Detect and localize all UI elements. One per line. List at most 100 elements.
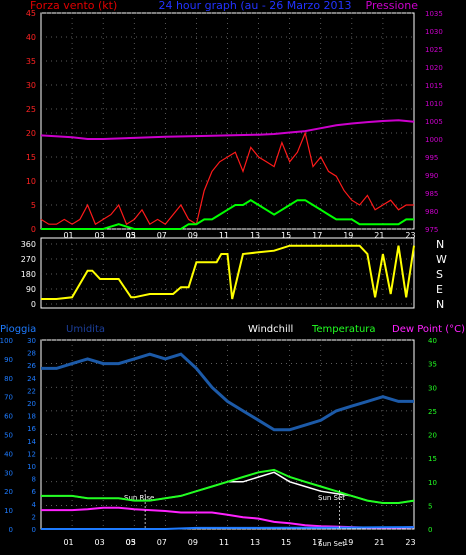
rain-y-tick: 60 (4, 413, 13, 421)
wind-x-tick: 23 (405, 231, 415, 240)
wind-x-tick: 13 (250, 231, 260, 240)
windchill-header: Windchill (248, 324, 293, 335)
humidity-y-tick: 16 (27, 425, 36, 433)
temp-y-tick: 20 (428, 432, 437, 440)
wind-x-tick: 17 (312, 231, 322, 240)
pressure-line (40, 119, 415, 140)
wind-x-tick: 21 (374, 231, 384, 240)
rain-y-tick: 90 (4, 356, 13, 364)
humidity-y-tick: 10 (27, 463, 36, 471)
dir-compass-tick: E (436, 283, 443, 296)
wind-x-tick: 03 (95, 231, 105, 240)
wind-y-tick: 25 (26, 105, 36, 114)
dir-y-tick: 270 (21, 255, 36, 264)
dir-y-tick: 90 (26, 285, 36, 294)
pressure-y-tick: 1005 (425, 118, 443, 126)
sunset-label-bottom: Sun Set (318, 540, 345, 548)
humidity-y-tick: 24 (27, 375, 36, 383)
rain-y-tick: 100 (0, 337, 13, 345)
rain-y-tick: 40 (4, 450, 13, 458)
dir-y-tick: 360 (21, 240, 36, 249)
temp-x-tick: 05 (126, 538, 136, 547)
pressure-y-tick: 1010 (425, 100, 443, 108)
dir-y-tick: 0 (31, 300, 36, 309)
wind-avg-line (41, 199, 414, 230)
temp-x-tick: 21 (374, 538, 384, 547)
temp-y-tick: 25 (428, 408, 437, 416)
pressure-y-tick: 1030 (425, 28, 443, 36)
humidity-y-tick: 12 (27, 450, 36, 458)
pressure-y-tick: 980 (425, 208, 438, 216)
pressure-y-tick: 1000 (425, 136, 443, 144)
temp-x-tick: 01 (63, 538, 73, 547)
wind-x-tick: 19 (343, 231, 353, 240)
rain-line (41, 526, 415, 530)
temp-x-tick: 19 (343, 538, 353, 547)
wind-x-tick: 05 (126, 231, 136, 240)
wind-y-tick: 35 (26, 57, 36, 66)
rain-y-tick: 0 (9, 526, 13, 534)
temp-x-tick: 07 (157, 538, 167, 547)
pressure-header: Pressione (366, 0, 419, 12)
temp-y-tick: 40 (428, 337, 437, 345)
wind-y-tick: 10 (26, 177, 36, 186)
humidity-y-tick: 2 (32, 513, 36, 521)
sunset-label: Sun Set (318, 494, 345, 502)
temp-x-tick: 03 (95, 538, 105, 547)
pressure-y-tick: 985 (425, 190, 438, 198)
pressure-y-tick: 975 (425, 226, 438, 234)
wind-header: Forza vento (kt) (30, 0, 117, 12)
temperature-header: Temperatura (311, 324, 376, 335)
sunrise-label: Sun Rise (124, 494, 154, 502)
chart-title: 24 hour graph (au - 26 Marzo 2013 (158, 0, 351, 12)
humidity-y-tick: 8 (32, 476, 36, 484)
wind-y-tick: 5 (31, 201, 36, 210)
temp-x-tick: 13 (250, 538, 260, 547)
rain-y-tick: 10 (4, 507, 13, 515)
dir-compass-tick: N (436, 298, 444, 311)
temp-x-tick: 03 (126, 538, 136, 547)
wind-y-tick: 30 (26, 81, 36, 90)
pressure-y-tick: 1015 (425, 82, 443, 90)
pressure-y-tick: 995 (425, 154, 438, 162)
humidity-y-tick: 28 (27, 350, 36, 358)
dir-y-tick: 180 (21, 270, 36, 279)
wind-y-tick: 15 (26, 153, 36, 162)
temp-y-tick: 35 (428, 361, 437, 369)
wind-gust-line (40, 131, 414, 226)
wind-x-tick: 09 (188, 231, 198, 240)
rain-y-tick: 50 (4, 432, 13, 440)
rain-y-tick: 30 (4, 469, 13, 477)
panel-wind-frame (40, 12, 415, 230)
wind-x-tick: 01 (63, 231, 73, 240)
temperature-line (41, 468, 415, 504)
humidity-y-tick: 4 (32, 501, 37, 509)
rain-y-tick: 20 (4, 488, 13, 496)
dir-compass-tick: W (436, 253, 447, 266)
temp-x-tick: 11 (219, 538, 229, 547)
rain-header: Pioggia (0, 324, 36, 335)
direction-line (41, 244, 415, 300)
humidity-header: Umidita (66, 324, 105, 335)
temp-y-tick: 15 (428, 455, 437, 463)
rain-y-tick: 80 (4, 375, 13, 383)
humidity-y-tick: 20 (27, 400, 36, 408)
wind-y-tick: 45 (26, 9, 36, 18)
humidity-y-tick: 26 (27, 362, 36, 370)
temp-x-tick: 09 (188, 538, 198, 547)
wind-y-tick: 0 (31, 225, 36, 234)
humidity-y-tick: 22 (27, 387, 36, 395)
temp-x-tick: 23 (405, 538, 415, 547)
dir-compass-tick: S (436, 268, 443, 281)
temp-x-tick: 17 (312, 538, 322, 547)
panel-direction-frame (40, 237, 415, 309)
humidity-y-tick: 6 (32, 488, 37, 496)
wind-x-tick: 03 (126, 231, 136, 240)
pressure-y-tick: 1020 (425, 64, 443, 72)
temp-x-tick: 15 (281, 538, 291, 547)
temp-y-tick: 5 (428, 502, 432, 510)
humidity-y-tick: 0 (32, 526, 36, 534)
humidity-y-tick: 14 (27, 438, 36, 446)
wind-y-tick: 20 (26, 129, 36, 138)
